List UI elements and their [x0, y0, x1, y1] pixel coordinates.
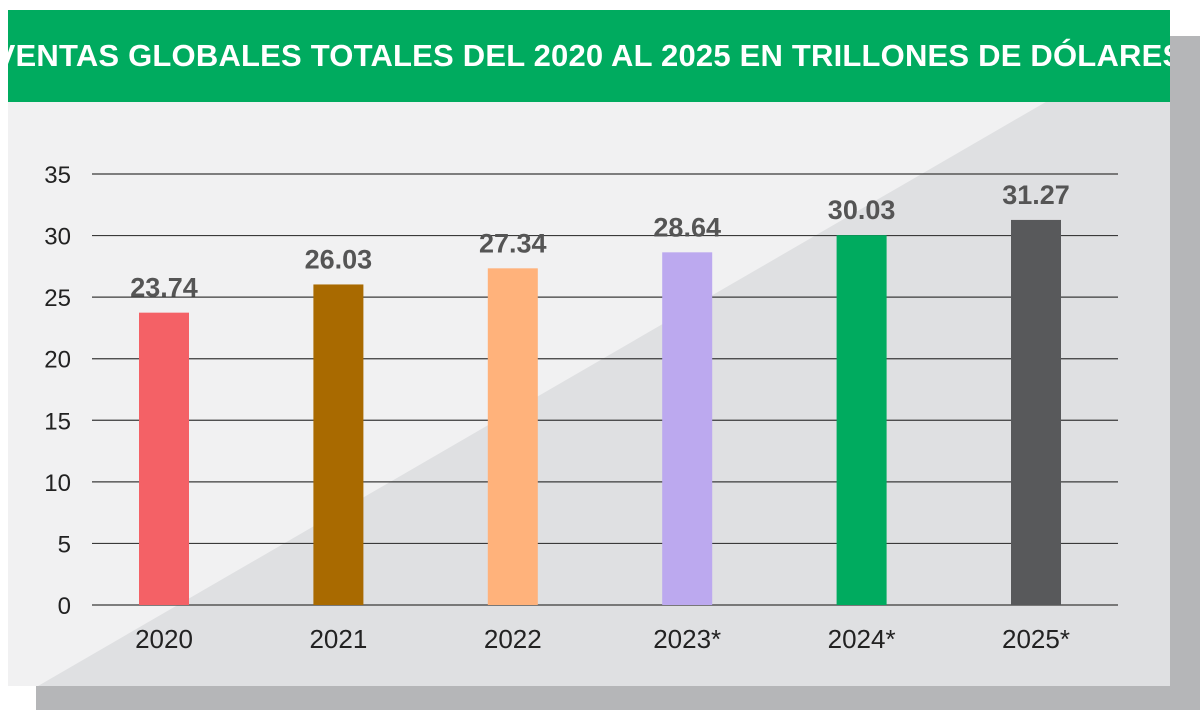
value-labels: 23.74 26.03 27.34 28.64 30.03 31.27	[130, 180, 1070, 303]
bar-2025	[1011, 219, 1061, 605]
chart-canvas: 0 5 10 15 20 25 30 35 23.74 26.03 27.34 28.64 30.03…	[38, 30, 1170, 686]
y-tick-labels: 0 5 10 15 20 25 30 35	[44, 162, 71, 620]
chart-title: VENTAS GLOBALES TOTALES DEL 2020 AL 2025…	[8, 10, 1170, 102]
y-tick-label-15: 15	[44, 408, 71, 435]
y-tick-label-30: 30	[44, 224, 71, 251]
x-tick-label-2023: 2023*	[653, 624, 721, 654]
bar-2021	[313, 284, 364, 605]
grid-lines	[92, 173, 1118, 606]
chart-card: 0 5 10 15 20 25 30 35 23.74 26.03 27.34 28.64 30.03…	[8, 10, 1170, 686]
bars	[139, 219, 1061, 606]
x-tick-label-2022: 2022	[484, 624, 542, 654]
value-label-2020: 23.74	[130, 273, 198, 303]
y-tick-label-20: 20	[44, 347, 71, 374]
x-tick-label-2021: 2021	[309, 624, 367, 654]
background-wedge	[38, 30, 1170, 686]
value-label-2025: 31.27	[1002, 180, 1070, 210]
x-tick-label-2024: 2024*	[828, 624, 896, 654]
value-label-2022: 27.34	[479, 228, 547, 258]
value-label-2023: 28.64	[653, 212, 721, 242]
y-tick-label-35: 35	[44, 162, 71, 189]
value-label-2024: 30.03	[828, 195, 896, 225]
y-tick-label-0: 0	[58, 593, 71, 620]
bar-2024	[836, 235, 887, 605]
x-tick-labels: 2020 2021 2022 2023* 2024* 2025*	[135, 624, 1070, 654]
y-tick-label-25: 25	[44, 285, 71, 312]
bar-2020	[139, 312, 189, 605]
bar-2022	[487, 268, 538, 605]
x-tick-label-2025: 2025*	[1002, 624, 1070, 654]
y-tick-label-10: 10	[44, 470, 71, 497]
bar-2023	[662, 252, 713, 606]
y-tick-label-5: 5	[58, 531, 71, 558]
x-tick-label-2020: 2020	[135, 624, 193, 654]
value-label-2021: 26.03	[305, 244, 373, 274]
